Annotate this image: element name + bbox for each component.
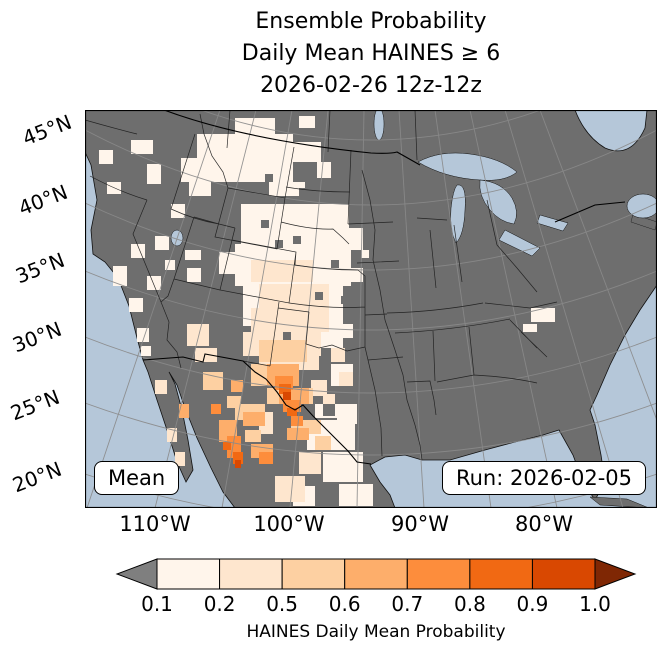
lake-huron: [479, 179, 517, 225]
lon-label-100w: 100°W: [253, 512, 325, 536]
colorbar-tick-0.5: 0.5: [266, 592, 298, 616]
map-axes: Mean Run: 2026-02-05: [85, 110, 657, 508]
colorbar-segment: [156, 558, 221, 590]
colorbar-tick-0.2: 0.2: [203, 592, 236, 616]
colorbar-tick-0.7: 0.7: [391, 592, 424, 616]
state-borders-layer: [85, 110, 558, 461]
lat-label-30n: 30°N: [9, 316, 65, 358]
canada-border: [163, 110, 626, 223]
colorbar-segment: [469, 558, 533, 590]
mean-badge: Mean: [94, 461, 180, 495]
title-line-1: Ensemble Probability: [255, 9, 487, 34]
colorbar-tick-0.8: 0.8: [453, 592, 486, 616]
colorbar-tick-0.1: 0.1: [141, 592, 173, 616]
map-canvas: [85, 110, 657, 508]
colorbar-title: HAINES Daily Mean Probability: [246, 622, 506, 642]
lake-winnipeg: [373, 110, 385, 141]
lake-superior: [417, 152, 518, 181]
lon-label-110w: 110°W: [119, 512, 191, 536]
nova-scotia-sliver: [630, 213, 657, 231]
title-line-3: 2026-02-26 12z-12z: [260, 73, 482, 98]
country-borders-layer: [142, 110, 626, 465]
map-frame: [85, 110, 657, 508]
lon-label-90w: 90°W: [391, 512, 449, 536]
plot-title: Ensemble Probability Daily Mean HAINES ≥…: [85, 6, 657, 102]
colorbar-under-arrow: [115, 558, 158, 590]
lat-label-45n: 45°N: [19, 109, 75, 151]
colorbar-segment: [406, 558, 471, 590]
colorbar-tick-1.0: 1.0: [579, 592, 611, 616]
colorbar-segment: [219, 558, 283, 590]
title-line-2: Daily Mean HAINES ≥ 6: [241, 41, 501, 66]
lat-label-35n: 35°N: [12, 247, 68, 289]
colorbar-segment: [531, 558, 596, 590]
lat-label-40n: 40°N: [15, 179, 71, 221]
lat-label-20n: 20°N: [9, 456, 65, 498]
colorbar-segment: [344, 558, 408, 590]
colorbar-segment: [281, 558, 346, 590]
lon-label-80w: 80°W: [515, 512, 573, 536]
mexico-border: [142, 353, 372, 465]
colorbar-tick-0.6: 0.6: [328, 592, 361, 616]
run-badge: Run: 2026-02-05: [441, 461, 646, 495]
gulf-st-lawrence: [626, 193, 657, 219]
lat-label-25n: 25°N: [7, 384, 63, 426]
colorbar: [115, 558, 637, 590]
gridlines-layer: [85, 110, 657, 508]
colorbar-over-arrow: [594, 558, 637, 590]
colorbar-tick-0.9: 0.9: [516, 592, 549, 616]
cuba-landmass: [589, 496, 650, 508]
